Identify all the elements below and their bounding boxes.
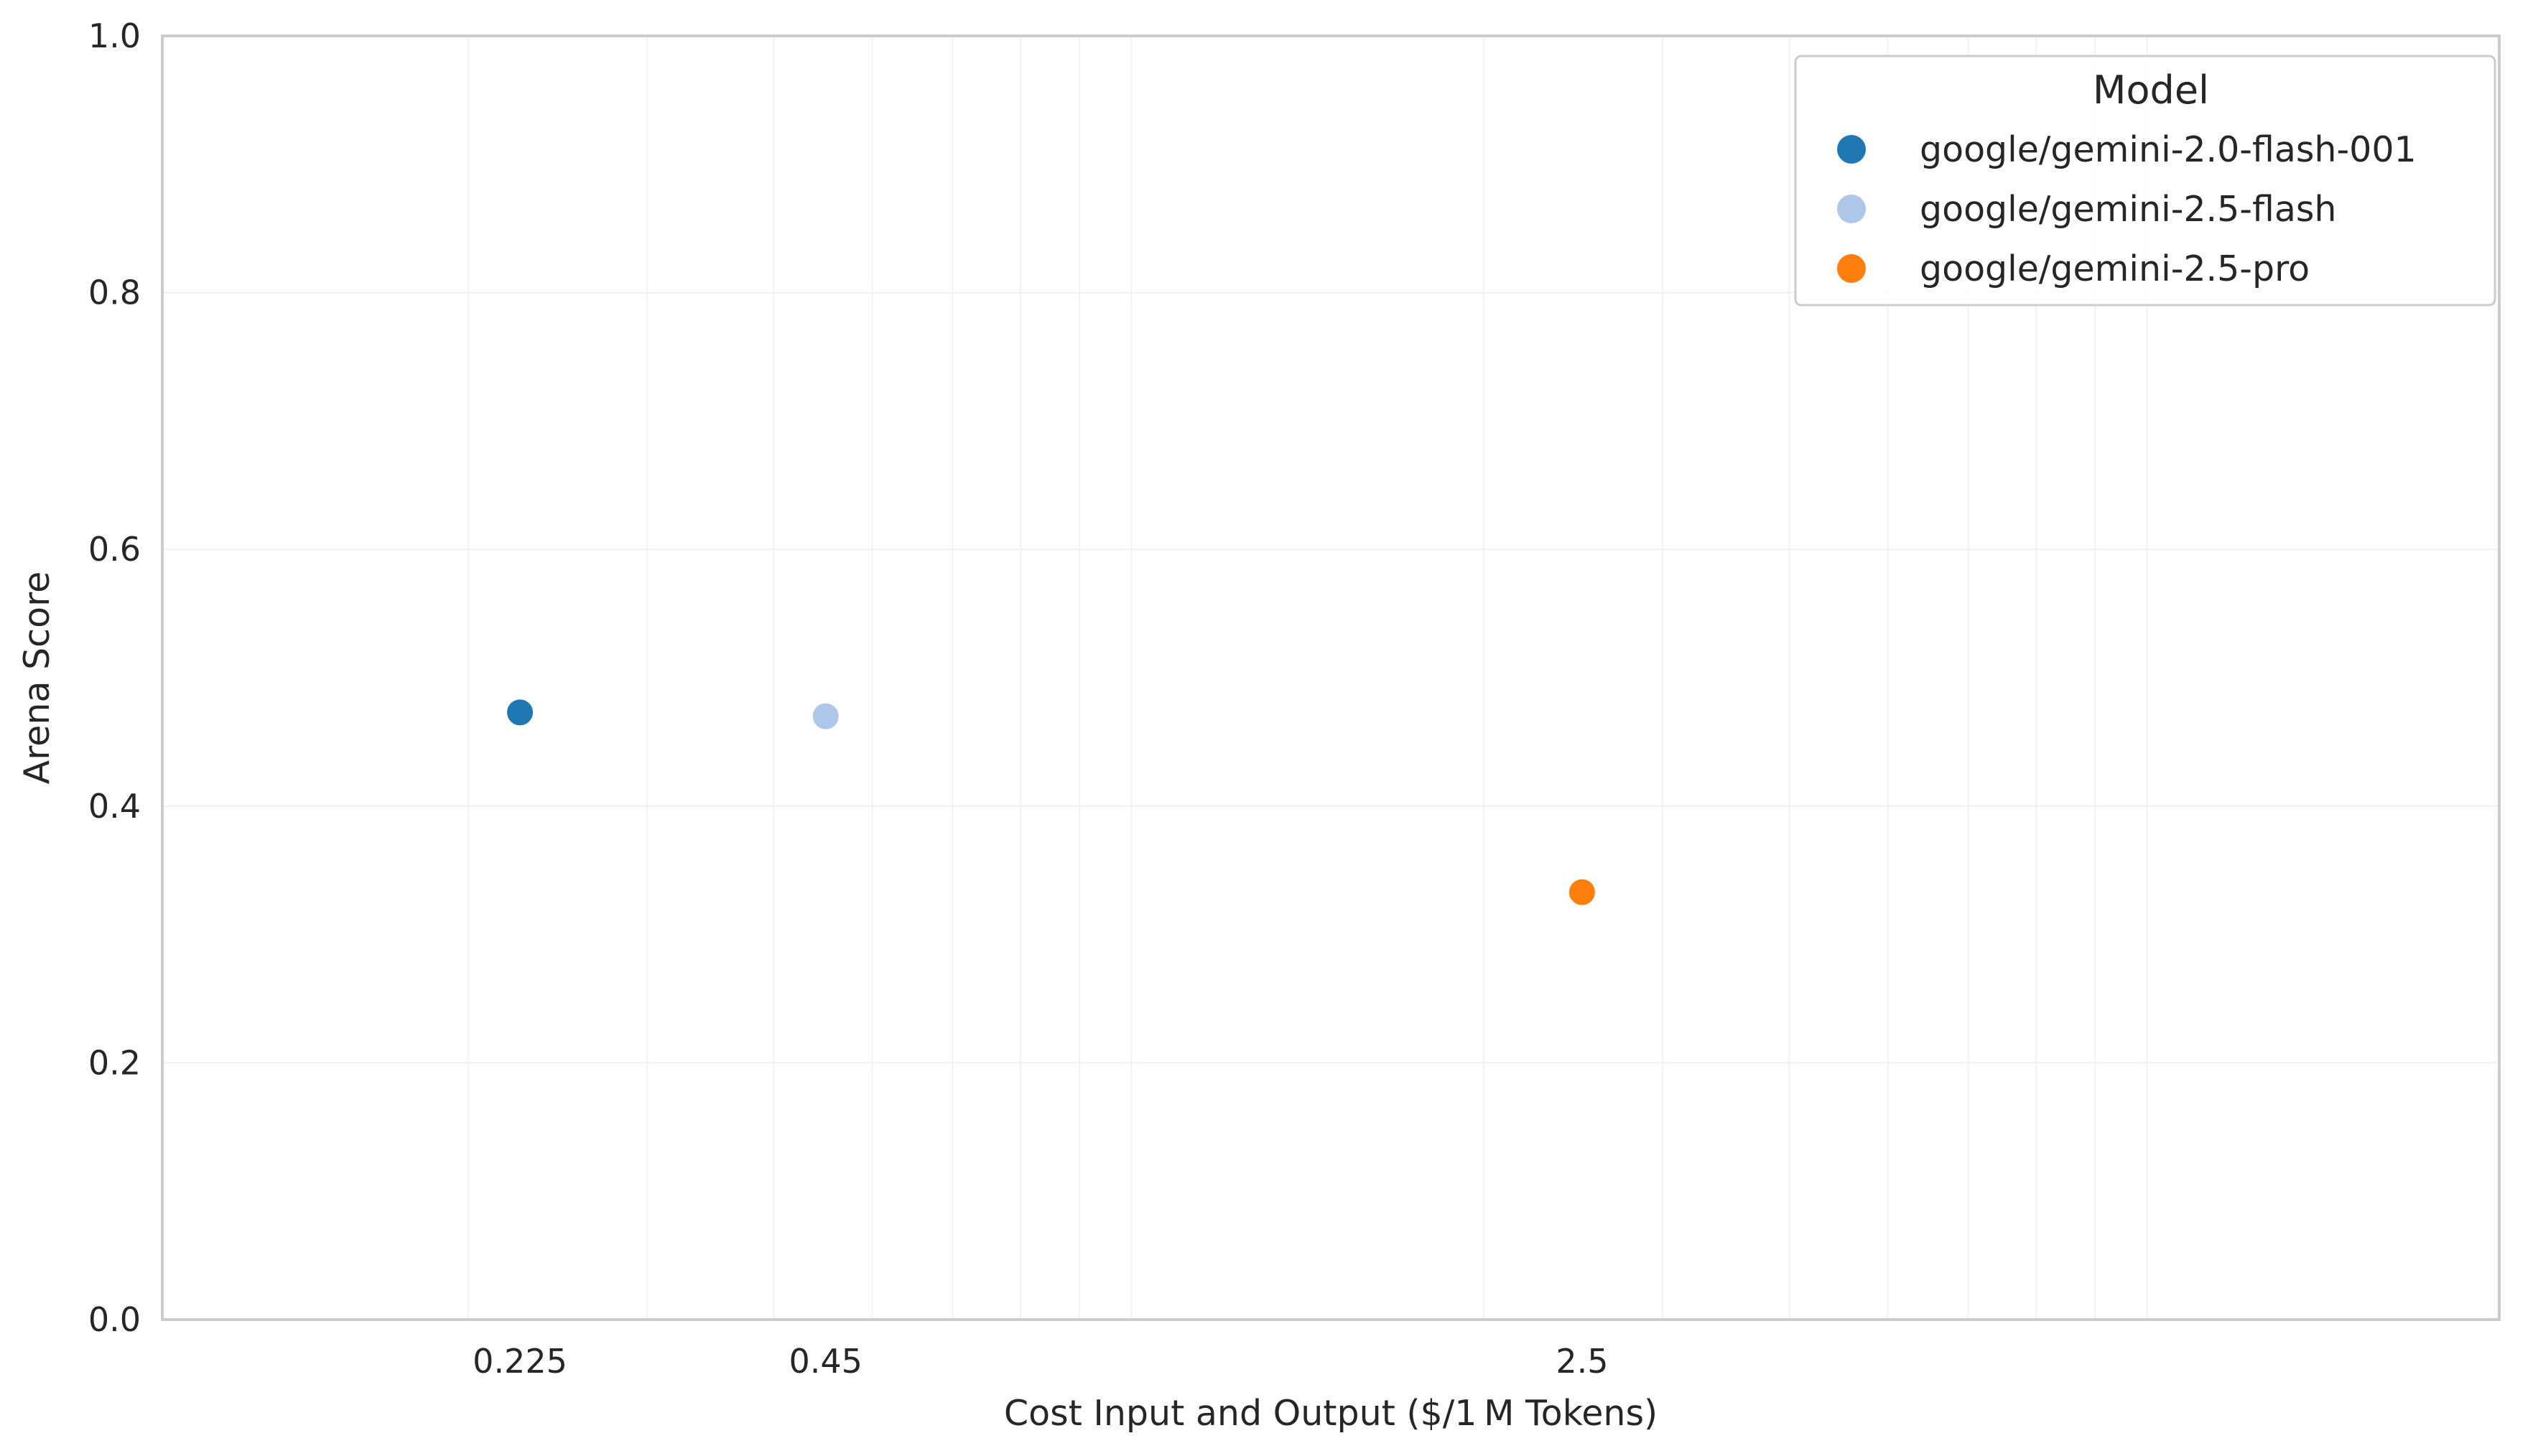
data-point: [811, 701, 840, 731]
legend-items: google/gemini-2.0-flash-001 google/gemini…: [1837, 129, 2417, 289]
legend-marker: [1837, 135, 1866, 164]
y-tick-label: 1.0: [88, 17, 141, 55]
minor-grid: [467, 36, 2148, 1320]
data-points: [506, 698, 1597, 907]
y-tick-labels: 0.0 0.2 0.4 0.6 0.8 1.0: [88, 17, 141, 1339]
y-tick-label: 0.2: [88, 1043, 141, 1082]
legend-marker: [1837, 254, 1866, 283]
data-point: [1567, 877, 1597, 907]
x-axis-title: Cost Input and Output ($/1 M Tokens): [1004, 1393, 1658, 1434]
legend-marker: [1837, 195, 1866, 223]
x-tick-label: 0.45: [789, 1342, 863, 1381]
y-tick-label: 0.6: [88, 530, 141, 569]
legend-label: google/gemini-2.5-flash: [1920, 189, 2336, 230]
x-tick-label: 2.5: [1556, 1342, 1608, 1381]
y-tick-label: 0.8: [88, 274, 141, 312]
legend-title: Model: [2093, 67, 2209, 113]
legend-label: google/gemini-2.0-flash-001: [1920, 129, 2417, 170]
legend-label: google/gemini-2.5-pro: [1920, 248, 2310, 289]
legend: Model google/gemini-2.0-flash-001google/…: [1794, 55, 2496, 307]
y-tick-label: 0.0: [88, 1300, 141, 1339]
x-tick-labels: 0.225 0.45 2.5: [473, 1342, 1608, 1381]
y-tick-label: 0.4: [88, 787, 141, 826]
plot-frame: [161, 34, 2501, 1321]
y-axis-title: Arena Score: [17, 571, 57, 785]
data-point: [506, 698, 535, 727]
x-tick-label: 0.225: [473, 1342, 567, 1381]
legend-box: [1794, 55, 2496, 307]
